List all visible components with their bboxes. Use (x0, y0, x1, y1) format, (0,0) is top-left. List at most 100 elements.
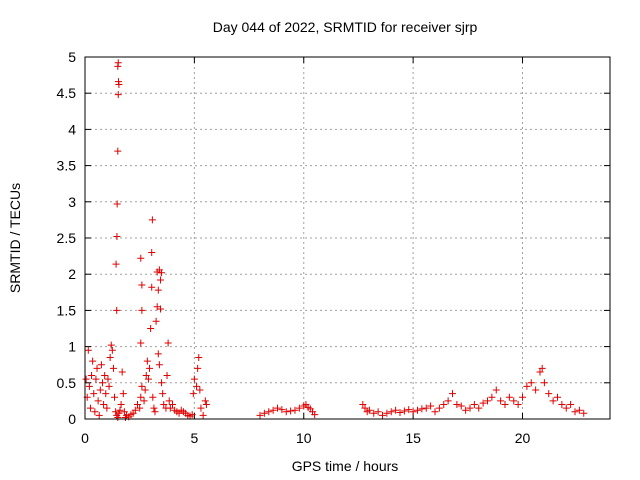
data-point (96, 386, 104, 394)
data-point (116, 406, 124, 414)
data-point (82, 375, 90, 383)
data-point (571, 408, 579, 416)
y-tick-label: 0.5 (57, 375, 77, 391)
y-axis-label: SRMTID / TECUs (7, 183, 23, 293)
data-point (137, 339, 145, 347)
data-point (202, 401, 210, 409)
data-point (519, 393, 526, 401)
data-point (114, 78, 122, 86)
data-point (114, 91, 122, 99)
data-point (148, 248, 156, 256)
data-point (108, 346, 116, 354)
data-point (575, 406, 583, 414)
data-point (104, 375, 112, 383)
data-point (165, 397, 173, 405)
data-point (536, 368, 544, 376)
data-point (93, 364, 101, 372)
data-point (101, 372, 109, 380)
y-tick-label: 2 (68, 266, 76, 282)
grid-lines (85, 57, 610, 419)
data-point (113, 306, 121, 314)
data-point (120, 408, 128, 416)
data-point (105, 382, 113, 390)
data-point (282, 408, 290, 416)
data-point (554, 393, 561, 401)
data-point (150, 404, 158, 412)
data-point (86, 404, 94, 412)
data-point (311, 411, 319, 419)
data-point (193, 382, 201, 390)
data-point (527, 379, 535, 387)
data-point (142, 372, 150, 380)
data-point (100, 401, 108, 409)
data-points (82, 59, 588, 422)
data-point (169, 401, 176, 409)
data-point (117, 401, 125, 409)
data-point (374, 408, 382, 416)
data-point (291, 406, 299, 414)
data-point (137, 393, 145, 401)
data-point (405, 406, 413, 414)
data-point (514, 401, 522, 409)
data-point (95, 411, 103, 419)
data-point (505, 393, 513, 401)
data-point (418, 405, 426, 413)
data-point (383, 409, 391, 417)
y-tick-label: 3 (68, 194, 76, 210)
data-point (379, 411, 386, 419)
data-point (462, 406, 470, 414)
y-tick-label: 3.5 (57, 158, 77, 174)
chart-title: Day 044 of 2022, SRMTID for receiver sjr… (213, 19, 478, 35)
data-point (91, 408, 99, 416)
data-point (370, 409, 378, 417)
data-point (457, 402, 465, 410)
data-point (109, 364, 117, 372)
data-point (154, 286, 162, 294)
y-tick-label: 2.5 (57, 230, 77, 246)
data-point (449, 390, 456, 398)
data-point (148, 216, 156, 224)
data-point (269, 406, 277, 414)
y-tick-label: 1.5 (57, 302, 77, 318)
data-point (466, 404, 474, 412)
data-point (260, 409, 268, 417)
data-point (195, 353, 203, 361)
data-point (85, 382, 93, 390)
y-tick-label: 4.5 (57, 85, 77, 101)
data-point (422, 404, 430, 412)
data-point (114, 147, 122, 155)
data-point (492, 386, 500, 394)
data-point (137, 254, 145, 262)
data-point (158, 269, 166, 277)
data-point (148, 283, 156, 291)
data-point (106, 353, 114, 361)
data-point (114, 414, 122, 422)
data-point (146, 364, 154, 372)
data-point (274, 404, 281, 412)
data-point (138, 306, 146, 314)
data-point (111, 393, 119, 401)
data-point (365, 406, 373, 414)
data-point (151, 408, 159, 416)
data-point (155, 361, 163, 369)
data-point (392, 406, 400, 414)
data-point (92, 375, 100, 383)
data-point (197, 404, 205, 412)
y-tick-label: 1 (68, 339, 76, 355)
data-point (134, 401, 141, 409)
data-point (414, 406, 421, 414)
data-point (149, 393, 157, 401)
data-point (295, 404, 303, 412)
data-point (196, 386, 204, 394)
data-point (154, 350, 162, 358)
data-point (580, 409, 588, 417)
data-point (488, 393, 496, 401)
data-point (475, 404, 483, 412)
data-point (152, 317, 160, 325)
data-point (199, 411, 207, 419)
data-point (562, 404, 570, 412)
x-tick-label: 5 (190, 430, 198, 446)
data-point (144, 375, 152, 383)
data-point (107, 341, 115, 349)
